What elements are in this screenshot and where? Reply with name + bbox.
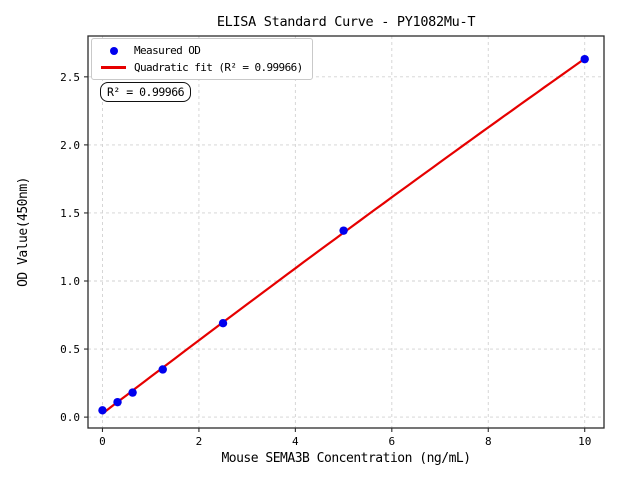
legend: Measured OD Quadratic fit (R² = 0.99966) — [91, 38, 313, 80]
x-tick-label: 8 — [485, 435, 492, 448]
plot-border — [87, 35, 605, 429]
legend-label-measured-od: Measured OD — [134, 44, 201, 57]
legend-item-quadratic-fit: Quadratic fit (R² = 0.99966) — [101, 61, 303, 74]
chart-title: ELISA Standard Curve - PY1082Mu-T — [216, 14, 476, 30]
y-tick-label: 0.0 — [60, 411, 80, 424]
y-tick-label: 0.5 — [60, 343, 80, 356]
scatter-dot-icon — [109, 46, 118, 55]
legend-label-quadratic-fit: Quadratic fit (R² = 0.99966) — [134, 61, 303, 74]
data-point — [98, 406, 107, 415]
quadratic-fit-line — [101, 57, 586, 415]
data-point — [339, 226, 348, 235]
fit-line-icon — [101, 66, 126, 69]
y-axis-label-wrap: OD Value(450nm) — [12, 36, 34, 428]
x-tick-label: 10 — [578, 435, 591, 448]
y-tick-label: 2.0 — [60, 139, 80, 152]
r-squared-annotation: R² = 0.99966 — [100, 82, 192, 102]
data-point — [580, 54, 589, 64]
x-tick-label: 0 — [99, 435, 106, 448]
data-point — [113, 397, 122, 407]
y-tick-label: 2.5 — [60, 71, 80, 84]
data-point — [158, 365, 167, 374]
legend-marker-area — [101, 46, 126, 55]
y-tick-label: 1.5 — [60, 207, 80, 220]
legend-item-measured-od: Measured OD — [101, 44, 303, 57]
y-tick-label: 1.0 — [60, 275, 80, 288]
x-axis-label: Mouse SEMA3B Concentration (ng/mL) — [221, 451, 471, 466]
x-tick-label: 2 — [196, 435, 203, 448]
data-point — [128, 388, 137, 397]
y-axis-label: OD Value(450nm) — [15, 177, 31, 287]
x-tick-label: 6 — [389, 435, 396, 448]
x-tick-label: 4 — [292, 435, 299, 448]
data-point — [218, 318, 228, 328]
legend-marker-area — [101, 66, 126, 69]
